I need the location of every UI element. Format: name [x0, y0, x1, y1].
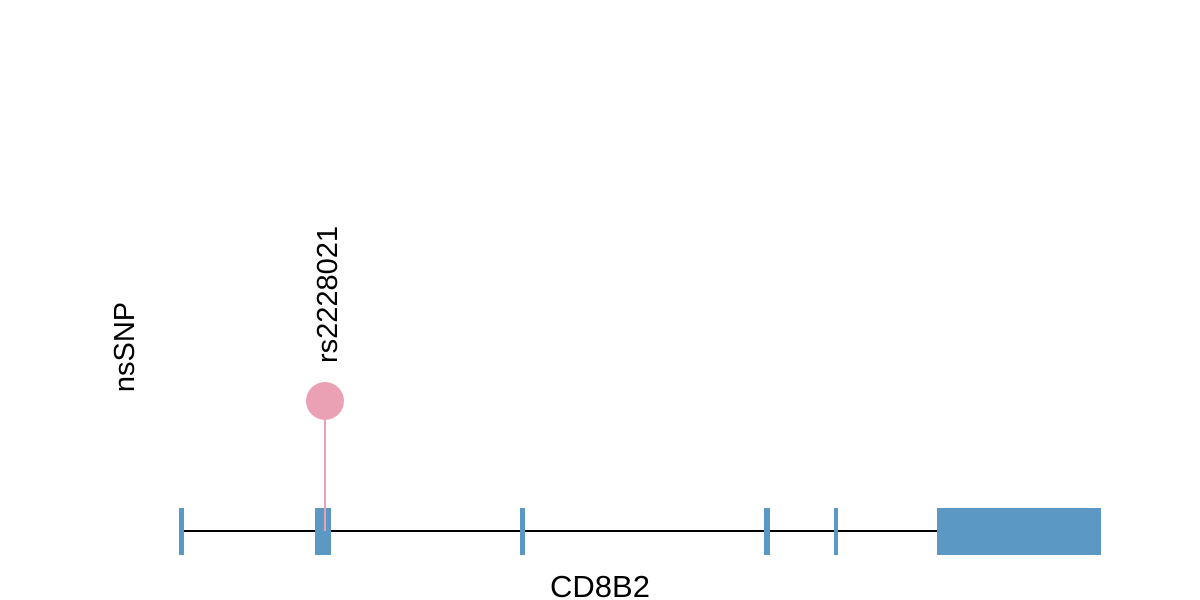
track-label: nsSNP: [109, 302, 141, 392]
snp-label: rs2228021: [312, 226, 344, 363]
snp-layer: rs2228021: [306, 226, 344, 531]
exon-block-3: [520, 508, 525, 555]
exon-block-2: [315, 508, 331, 555]
exon-block-4: [764, 508, 770, 555]
snp-marker: rs2228021: [306, 226, 344, 531]
exon-block-1: [179, 508, 184, 555]
snp-head: [306, 382, 344, 420]
exons: [179, 508, 1101, 555]
gene-name-label: CD8B2: [550, 569, 650, 600]
gene-track: [179, 508, 1101, 555]
exon-block-6: [937, 508, 1101, 555]
exon-block-5: [834, 508, 838, 555]
